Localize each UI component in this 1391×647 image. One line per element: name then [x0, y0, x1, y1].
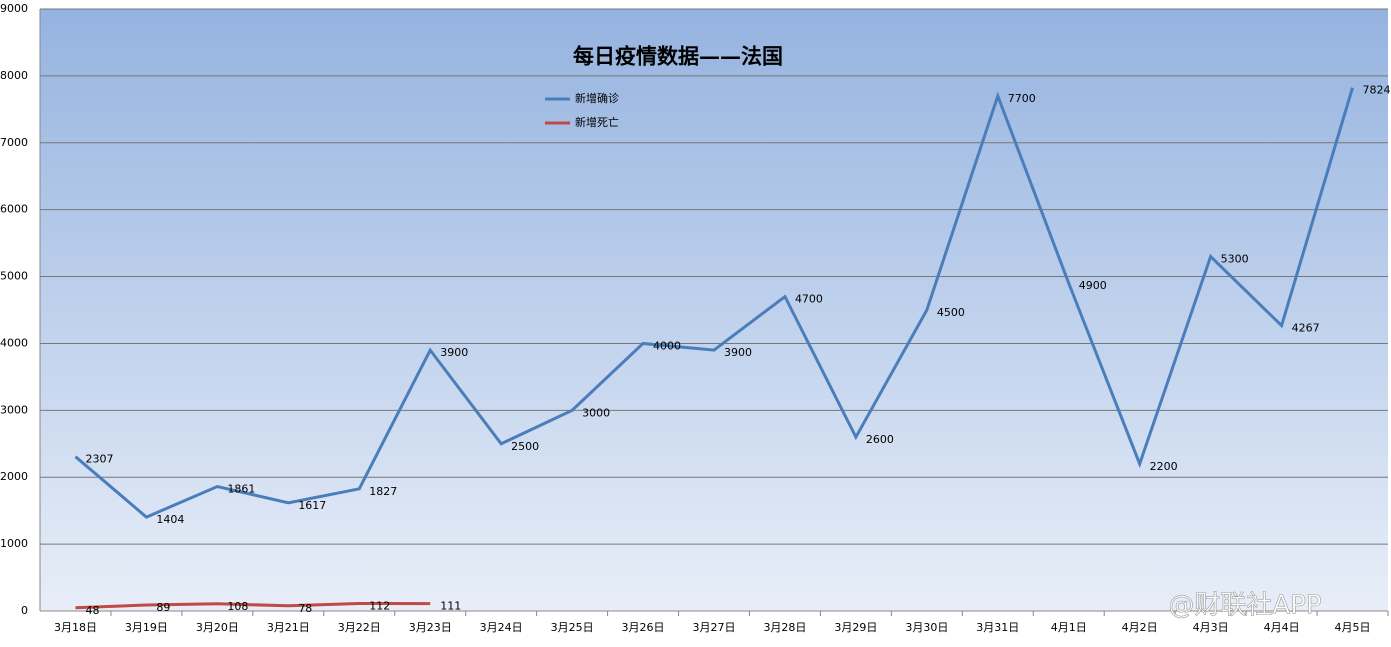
x-tick-label: 4月2日: [1122, 621, 1158, 634]
data-label: 7700: [1008, 92, 1036, 105]
y-tick-label: 0: [21, 604, 28, 617]
x-tick-label: 4月3日: [1193, 621, 1229, 634]
x-tick-label: 3月19日: [125, 621, 168, 634]
data-label: 48: [85, 604, 99, 617]
data-label: 1861: [227, 483, 255, 496]
data-label: 89: [156, 601, 170, 614]
data-label: 112: [369, 600, 390, 613]
legend-label: 新增死亡: [575, 115, 619, 129]
data-label: 111: [440, 600, 461, 613]
data-label: 5300: [1221, 252, 1249, 265]
data-label: 4500: [937, 306, 965, 319]
x-tick-label: 3月31日: [976, 621, 1019, 634]
y-tick-label: 2000: [0, 470, 28, 483]
chart-title: 每日疫情数据——法国: [573, 44, 783, 69]
data-label: 2500: [511, 440, 539, 453]
data-label: 1827: [369, 485, 397, 498]
data-label: 3000: [582, 406, 610, 419]
data-label: 108: [227, 600, 248, 613]
data-label: 2600: [866, 433, 894, 446]
data-label: 78: [298, 602, 312, 615]
data-label: 3900: [440, 346, 468, 359]
series-line: [75, 602, 431, 610]
y-tick-label: 5000: [0, 270, 28, 283]
x-tick-label: 3月22日: [338, 621, 381, 634]
data-label: 4267: [1292, 322, 1320, 335]
y-tick-label: 7000: [0, 136, 28, 149]
x-tick-label: 3月25日: [551, 621, 594, 634]
x-tick-label: 3月21日: [267, 621, 310, 634]
watermark: @财联社APP: [1168, 591, 1321, 621]
x-tick-label: 3月30日: [905, 621, 948, 634]
data-label: 2307: [85, 453, 113, 466]
series-line: [74, 87, 1354, 519]
x-tick-label: 3月29日: [834, 621, 877, 634]
legend-label: 新增确诊: [575, 91, 619, 105]
data-label: 2200: [1150, 460, 1178, 473]
x-tick-label: 4月4日: [1264, 621, 1300, 634]
data-label: 4000: [653, 339, 681, 352]
x-tick-label: 3月20日: [196, 621, 239, 634]
x-tick-label: 4月5日: [1335, 621, 1371, 634]
x-tick-label: 3月23日: [409, 621, 452, 634]
y-tick-label: 1000: [0, 537, 28, 550]
x-tick-label: 3月28日: [763, 621, 806, 634]
x-tick-label: 3月27日: [693, 621, 736, 634]
y-tick-label: 3000: [0, 403, 28, 416]
y-tick-label: 6000: [0, 203, 28, 216]
data-label: 7824: [1363, 84, 1391, 97]
y-tick-label: 9000: [0, 2, 28, 15]
y-tick-label: 4000: [0, 336, 28, 349]
data-label: 4900: [1079, 279, 1107, 292]
y-tick-label: 8000: [0, 69, 28, 82]
x-tick-label: 3月24日: [480, 621, 523, 634]
x-tick-label: 4月1日: [1051, 621, 1087, 634]
x-tick-label: 3月18日: [54, 621, 97, 634]
data-label: 3900: [724, 346, 752, 359]
plot-area: [40, 9, 1388, 611]
x-tick-label: 3月26日: [622, 621, 665, 634]
data-label: 4700: [795, 293, 823, 306]
data-label: 1617: [298, 499, 326, 512]
data-label: 1404: [156, 513, 184, 526]
